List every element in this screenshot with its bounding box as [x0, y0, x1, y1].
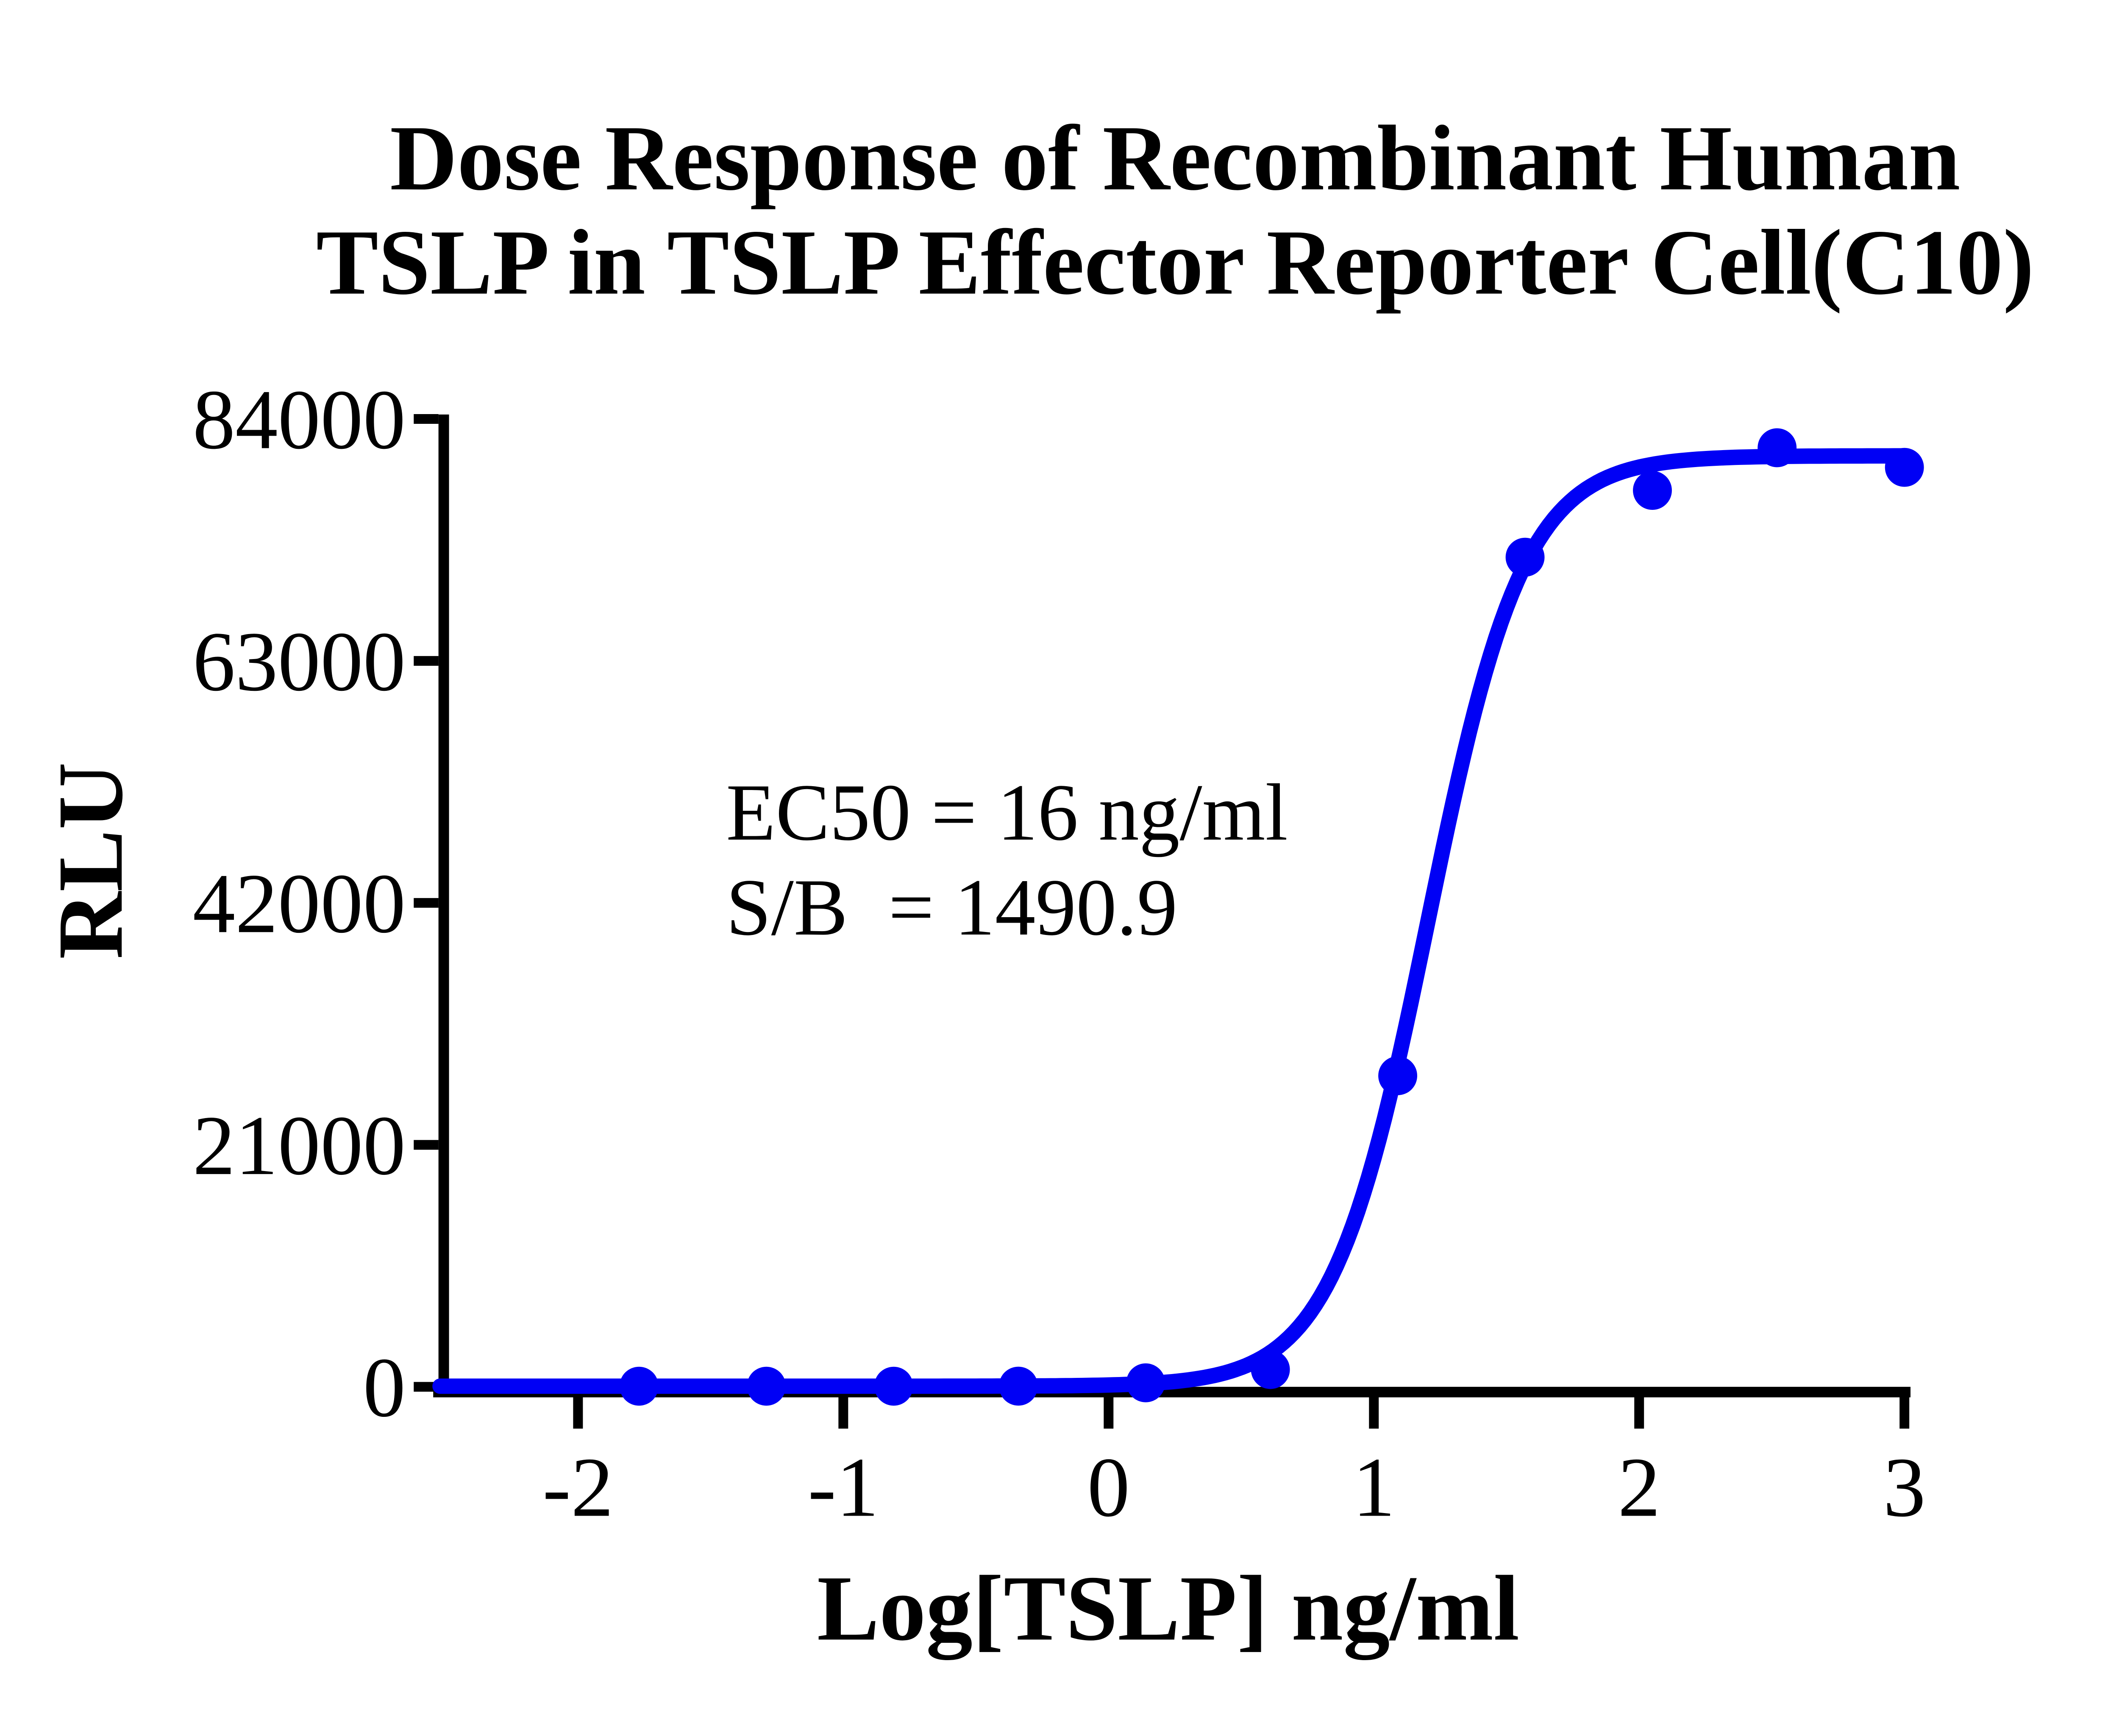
data-point	[1126, 1363, 1165, 1402]
data-point	[874, 1366, 913, 1406]
data-point	[1757, 428, 1797, 467]
data-point	[1505, 537, 1545, 577]
data-point	[619, 1366, 659, 1406]
annotation-sb: S/B = 1490.9	[726, 862, 1177, 952]
y-axis-ticks	[414, 414, 439, 1392]
y-tick-label: 21000	[193, 1099, 406, 1193]
chart-title: Dose Response of Recombinant Human TSLP …	[316, 106, 2034, 314]
x-axis-tick-labels: -2 -1 0 1 2 3	[542, 1441, 1926, 1535]
fit-curve	[432, 448, 1912, 1394]
data-point	[747, 1366, 786, 1406]
annotation-ec50: EC50 = 16 ng/ml	[726, 768, 1288, 857]
x-tick-label: -2	[542, 1441, 613, 1535]
data-points-layer	[619, 428, 1924, 1406]
data-point	[1378, 1056, 1418, 1096]
x-tick-label: 2	[1618, 1441, 1660, 1535]
x-axis-ticks	[573, 1397, 1910, 1429]
y-tick-label: 42000	[193, 857, 406, 951]
y-axis-title: RLU	[39, 762, 142, 959]
data-point	[1251, 1350, 1290, 1389]
x-tick-label: -1	[808, 1441, 879, 1535]
data-point	[999, 1366, 1038, 1406]
data-point	[1633, 471, 1672, 510]
data-point	[1885, 448, 1924, 487]
x-tick-label: 3	[1883, 1441, 1926, 1535]
x-tick-label: 0	[1087, 1441, 1130, 1535]
chart-title-line2: TSLP in TSLP Effector Reporter Cell(C10)	[316, 211, 2034, 314]
x-axis-title: Log[TSLP] ng/ml	[817, 1556, 1519, 1660]
fit-curve-layer	[432, 448, 1912, 1394]
y-axis-tick-labels: 0 21000 42000 63000 84000	[193, 373, 406, 1435]
chart-title-line1: Dose Response of Recombinant Human	[390, 106, 1960, 210]
y-tick-label: 0	[363, 1341, 406, 1435]
y-tick-label: 63000	[193, 615, 406, 709]
x-tick-label: 1	[1353, 1441, 1396, 1535]
annotation: EC50 = 16 ng/ml S/B = 1490.9	[726, 768, 1288, 952]
y-tick-label: 84000	[193, 373, 406, 467]
